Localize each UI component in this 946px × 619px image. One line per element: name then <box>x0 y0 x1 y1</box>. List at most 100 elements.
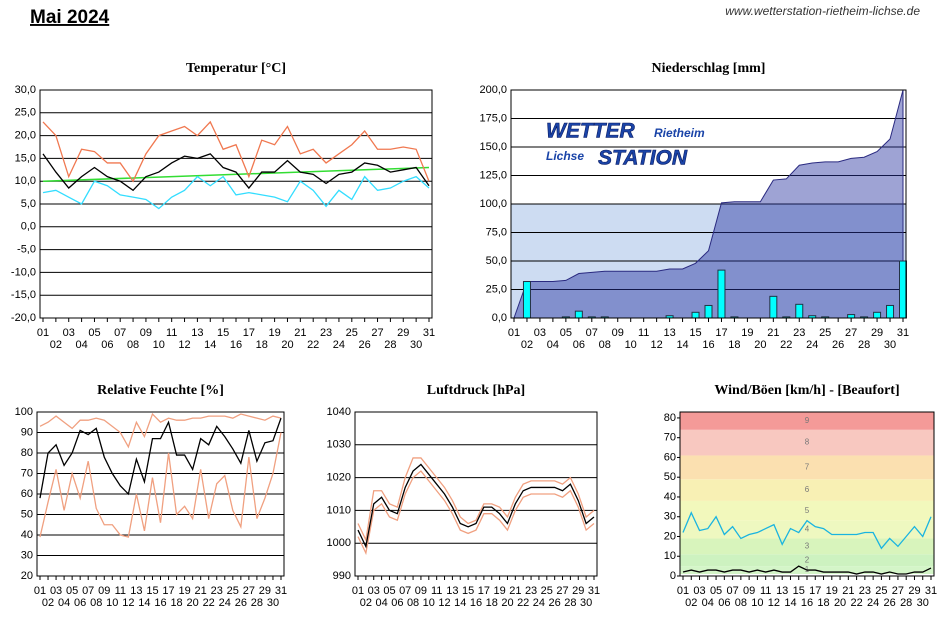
bar <box>886 304 895 319</box>
beaufort-label: 8 <box>805 438 810 447</box>
x-tick-label: 23 <box>320 327 332 339</box>
y-tick-label: -10,0 <box>11 266 36 278</box>
y-tick-label: 70 <box>21 467 33 479</box>
x-tick-label: 14 <box>204 339 216 351</box>
x-tick-label: 08 <box>735 597 747 609</box>
series-line <box>39 412 282 449</box>
plot-area <box>355 412 597 576</box>
x-tick-label: 17 <box>478 585 490 597</box>
x-tick-label: 11 <box>431 585 442 597</box>
site-url: www.wetterstation-rietheim-lichse.de <box>725 4 920 18</box>
x-tick-label: 28 <box>251 597 263 609</box>
x-tick-label: 31 <box>897 327 909 339</box>
y-tick-label: 40 <box>664 491 676 503</box>
x-tick-label: 17 <box>162 585 174 597</box>
x-tick-label: 08 <box>599 339 611 351</box>
x-tick-label: 21 <box>509 585 521 597</box>
x-tick-label: 06 <box>718 597 730 609</box>
x-tick-label: 18 <box>817 597 829 609</box>
bar <box>847 314 856 319</box>
series-line <box>42 175 430 210</box>
x-tick-label: 05 <box>88 327 100 339</box>
series-line <box>682 511 932 550</box>
x-tick-label: 25 <box>346 327 358 339</box>
y-tick-label: 25,0 <box>486 283 507 295</box>
x-tick-label: 19 <box>493 585 505 597</box>
x-tick-label: 07 <box>82 585 94 597</box>
x-tick-label: 12 <box>651 339 663 351</box>
x-tick-label: 01 <box>37 327 49 339</box>
x-tick-label: 09 <box>415 585 427 597</box>
x-tick-label: 25 <box>227 585 239 597</box>
x-tick-label: 27 <box>556 585 568 597</box>
x-tick-label: 27 <box>243 585 255 597</box>
x-tick-label: 24 <box>533 597 545 609</box>
y-tick-label: 30 <box>21 549 33 561</box>
beaufort-band <box>680 520 934 539</box>
x-tick-label: 19 <box>741 327 753 339</box>
y-tick-label: 1020 <box>327 472 351 484</box>
y-tick-label: 30,0 <box>15 84 36 96</box>
x-tick-label: 06 <box>573 339 585 351</box>
x-tick-label: 04 <box>58 597 70 609</box>
beaufort-band <box>680 479 934 501</box>
x-tick-label: 30 <box>267 597 279 609</box>
x-tick-label: 28 <box>858 339 870 351</box>
x-tick-label: 16 <box>801 597 813 609</box>
y-tick-label: 20 <box>664 530 676 542</box>
x-tick-label: 04 <box>547 339 559 351</box>
x-tick-label: 22 <box>307 339 319 351</box>
bar <box>691 311 700 319</box>
x-tick-label: 09 <box>743 585 755 597</box>
y-tick-label: 50,0 <box>486 255 507 267</box>
x-tick-label: 15 <box>689 327 701 339</box>
x-tick-label: 29 <box>259 585 271 597</box>
x-tick-label: 15 <box>793 585 805 597</box>
x-tick-label: 14 <box>784 597 796 609</box>
x-tick-label: 26 <box>359 339 371 351</box>
x-tick-label: 02 <box>360 597 372 609</box>
x-tick-label: 02 <box>50 339 62 351</box>
x-tick-label: 16 <box>154 597 166 609</box>
x-tick-label: 01 <box>352 585 364 597</box>
x-tick-label: 24 <box>219 597 231 609</box>
x-tick-label: 29 <box>908 585 920 597</box>
x-tick-label: 23 <box>211 585 223 597</box>
cumulative-area <box>513 89 904 319</box>
x-tick-label: 21 <box>842 585 854 597</box>
y-tick-label: 20 <box>21 570 33 582</box>
bar <box>574 310 583 319</box>
beaufort-label: 9 <box>805 416 810 425</box>
y-tick-label: 125,0 <box>479 169 507 181</box>
x-tick-label: 20 <box>281 339 293 351</box>
y-tick-label: 15,0 <box>15 152 36 164</box>
x-tick-label: 15 <box>217 327 229 339</box>
y-tick-label: 40 <box>21 529 33 541</box>
x-tick-label: 24 <box>867 597 879 609</box>
x-tick-label: 07 <box>726 585 738 597</box>
x-tick-label: 30 <box>917 597 929 609</box>
bar <box>704 304 713 319</box>
y-tick-label: 1030 <box>327 439 351 451</box>
plot-border <box>39 89 433 319</box>
x-tick-label: 05 <box>710 585 722 597</box>
x-tick-label: 12 <box>438 597 450 609</box>
page-title: Mai 2024 <box>30 7 110 28</box>
x-tick-label: 09 <box>140 327 152 339</box>
x-tick-label: 10 <box>751 597 763 609</box>
x-tick-label: 22 <box>780 339 792 351</box>
x-tick-label: 02 <box>521 339 533 351</box>
y-tick-label: 80 <box>664 412 676 424</box>
x-tick-label: 07 <box>586 327 598 339</box>
x-tick-label: 03 <box>63 327 75 339</box>
x-tick-label: 18 <box>728 339 740 351</box>
x-tick-label: 20 <box>754 339 766 351</box>
x-tick-label: 13 <box>776 585 788 597</box>
x-tick-label: 18 <box>170 597 182 609</box>
x-tick-label: 23 <box>793 327 805 339</box>
x-tick-label: 26 <box>832 339 844 351</box>
x-tick-label: 24 <box>806 339 818 351</box>
y-tick-label: 25,0 <box>15 107 36 119</box>
beaufort-label: 7 <box>805 462 810 471</box>
x-tick-label: 13 <box>446 585 458 597</box>
